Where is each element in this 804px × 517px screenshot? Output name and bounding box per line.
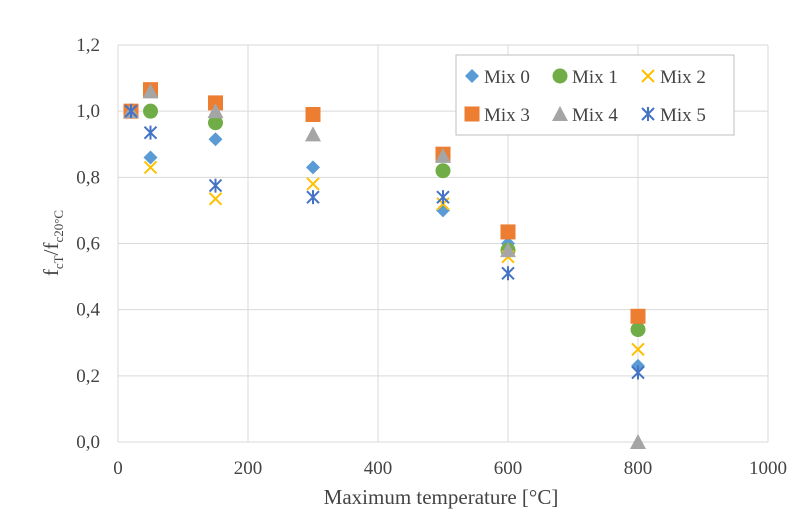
legend: Mix 0 Mix 1 Mix 2 Mix 3 Mix 4 Mix 5 xyxy=(455,54,735,136)
legend-label-mix-4: Mix 4 xyxy=(572,105,618,126)
mix-2-point xyxy=(208,192,223,206)
mix-2-point xyxy=(143,160,158,175)
mix-0-point xyxy=(143,150,158,165)
mix-0-point xyxy=(306,160,320,175)
x-axis-label: Maximum temperature [°C] xyxy=(324,485,559,509)
y-axis-label-main: f xyxy=(39,269,63,276)
y-tick-label: 0,8 xyxy=(76,167,100,188)
legend-label-mix-3: Mix 3 xyxy=(484,105,530,126)
legend-marker-mix-3 xyxy=(464,106,480,122)
x-tick-label: 0 xyxy=(113,458,123,479)
y-axis-ticks: 0,0 0,2 0,4 0,6 0,8 1,0 1,2 xyxy=(76,35,100,453)
mix-4-point xyxy=(500,242,516,258)
y-tick-label: 0,4 xyxy=(76,300,100,321)
x-tick-label: 200 xyxy=(234,458,263,479)
legend-label-mix-0: Mix 0 xyxy=(484,67,530,88)
mix-3-point xyxy=(305,106,321,122)
legend-marker-mix-2 xyxy=(641,69,655,83)
y-tick-label: 0,6 xyxy=(76,234,100,255)
mix-3-point xyxy=(208,95,223,111)
legend-marker-mix-4 xyxy=(552,106,568,121)
legend-label-mix-5: Mix 5 xyxy=(660,105,706,126)
y-tick-label: 0,0 xyxy=(76,432,100,453)
legend-marker-mix-1 xyxy=(552,68,568,84)
mix-5-point xyxy=(631,365,645,380)
y-axis-label-sub1: cT xyxy=(51,255,66,269)
legend-label-mix-2: Mix 2 xyxy=(660,67,706,88)
mix-4-point xyxy=(142,83,159,99)
x-tick-label: 800 xyxy=(624,458,653,479)
mix-3-point xyxy=(500,224,516,240)
mix-5-point xyxy=(208,178,223,193)
x-tick-label: 600 xyxy=(494,458,523,479)
mix-4-point xyxy=(630,434,646,449)
y-axis-label-sub2: c20°C xyxy=(51,210,66,243)
mix-0-point xyxy=(208,132,223,147)
legend-label-mix-1: Mix 1 xyxy=(572,67,618,88)
mix-4-point xyxy=(435,147,451,163)
y-tick-label: 1,0 xyxy=(76,101,100,122)
mix-1-point xyxy=(143,103,158,119)
mix-4-point xyxy=(305,126,321,142)
x-tick-label: 400 xyxy=(364,458,393,479)
legend-marker-mix-0 xyxy=(465,69,479,83)
data-points xyxy=(123,82,646,449)
mix-1-point xyxy=(208,115,223,131)
mix-5-point xyxy=(143,125,158,140)
mix-0-point xyxy=(436,203,450,218)
mix-2-point xyxy=(306,177,320,191)
mix-3-point xyxy=(630,308,646,324)
legend-marker-mix-5 xyxy=(641,107,655,121)
mix-1-point xyxy=(435,163,451,179)
mix-1-point xyxy=(630,322,646,338)
mix-4-point xyxy=(207,103,224,119)
mix-2-point xyxy=(631,342,645,357)
legend-box xyxy=(455,54,735,136)
y-axis-label: fcT/fc20°C xyxy=(39,210,66,276)
mix-5-point xyxy=(436,190,450,205)
mix-5-point xyxy=(306,190,320,205)
mix-5-point xyxy=(501,266,515,281)
y-tick-label: 0,2 xyxy=(76,366,100,387)
mix-5-point xyxy=(124,104,138,119)
x-axis-ticks: 0 200 400 600 800 1000 xyxy=(113,458,787,479)
y-tick-label: 1,2 xyxy=(76,35,100,56)
x-tick-label: 1000 xyxy=(749,458,787,479)
y-axis-label-mid: /f xyxy=(39,243,63,256)
